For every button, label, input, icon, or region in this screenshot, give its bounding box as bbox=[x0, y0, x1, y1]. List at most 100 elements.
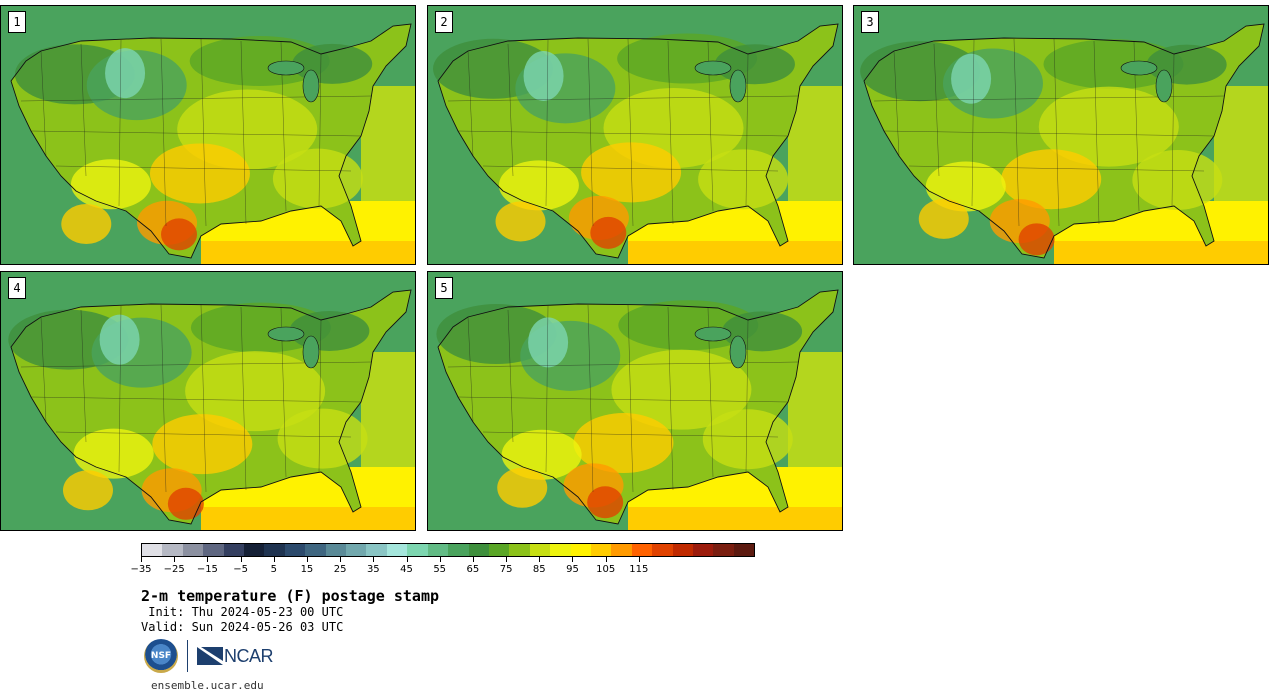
temperature-region bbox=[185, 351, 326, 432]
state-boundary bbox=[160, 38, 167, 227]
state-boundary bbox=[667, 40, 674, 225]
coastline bbox=[10, 23, 412, 259]
colorbar-tick bbox=[174, 557, 176, 562]
state-boundary bbox=[745, 53, 749, 207]
colorbar-swatch bbox=[509, 544, 530, 556]
state-boundary bbox=[1053, 38, 1060, 227]
temperature-map bbox=[428, 6, 842, 264]
state-boundary bbox=[587, 38, 594, 227]
colorbar-tick bbox=[340, 557, 342, 562]
great-lake bbox=[267, 60, 305, 76]
colorbar-tick bbox=[240, 557, 242, 562]
temperature-region bbox=[1038, 86, 1179, 167]
state-boundary bbox=[933, 43, 940, 177]
state-boundary bbox=[118, 39, 122, 207]
state-boundary bbox=[240, 306, 247, 491]
map-panel-1: 1 bbox=[0, 5, 416, 265]
colorbar-tick bbox=[638, 557, 640, 562]
state-boundary bbox=[507, 43, 514, 177]
temperature-region bbox=[62, 470, 113, 511]
colorbar-swatch bbox=[203, 544, 224, 556]
state-boundary bbox=[118, 305, 122, 473]
colorbar-tick-label: 65 bbox=[466, 564, 480, 575]
map-panel-2: 2 bbox=[427, 5, 843, 265]
logo-divider bbox=[187, 640, 188, 672]
colorbar-swatch bbox=[570, 544, 591, 556]
colorbar-swatch bbox=[611, 544, 632, 556]
great-lake bbox=[729, 335, 747, 369]
colorbar-tick-label: −15 bbox=[196, 564, 218, 575]
colorbar-swatch bbox=[264, 544, 285, 556]
site-url[interactable]: ensemble.ucar.edu bbox=[151, 679, 264, 692]
state-boundary bbox=[627, 304, 634, 493]
colorbar-swatch bbox=[448, 544, 469, 556]
colorbar-swatch bbox=[223, 544, 245, 556]
great-lake bbox=[694, 60, 732, 76]
ncar-logo: NCAR bbox=[224, 645, 274, 666]
map-panel-3: 3 bbox=[853, 5, 1269, 265]
colorbar-swatch bbox=[652, 544, 673, 556]
map-panel-5: 5 bbox=[427, 271, 843, 531]
colorbar-swatch bbox=[162, 544, 183, 556]
state-boundary bbox=[893, 50, 900, 157]
temperature-region bbox=[1132, 149, 1223, 210]
state-boundary bbox=[457, 130, 789, 137]
colorbar-swatch bbox=[733, 544, 755, 556]
colorbar-swatch bbox=[529, 544, 551, 556]
coastline bbox=[863, 23, 1265, 259]
state-boundary bbox=[240, 40, 247, 225]
temperature-region bbox=[167, 487, 204, 520]
great-lake bbox=[1155, 69, 1173, 103]
state-boundary bbox=[160, 304, 167, 493]
temperature-region bbox=[105, 48, 146, 99]
ncar-mark-icon bbox=[197, 647, 223, 665]
temperature-region bbox=[590, 216, 627, 249]
state-boundary bbox=[200, 304, 207, 493]
colorbar-swatch bbox=[713, 544, 734, 556]
temperature-region bbox=[581, 142, 682, 203]
state-boundary bbox=[318, 53, 322, 207]
state-boundary bbox=[587, 304, 594, 493]
state-boundary bbox=[80, 43, 87, 177]
panel-label: 1 bbox=[8, 11, 26, 33]
temperature-region bbox=[497, 467, 548, 508]
state-boundary bbox=[1171, 53, 1175, 207]
state-boundary bbox=[467, 50, 474, 157]
temperature-map bbox=[1, 6, 415, 264]
temperature-region bbox=[277, 408, 368, 469]
colorbar-tick-label: 55 bbox=[433, 564, 447, 575]
colorbar-tick bbox=[506, 557, 508, 562]
colorbar-tick-label: 115 bbox=[629, 564, 649, 575]
temperature-region bbox=[587, 486, 624, 519]
coastline bbox=[437, 289, 839, 525]
state-boundary bbox=[30, 130, 362, 137]
state-boundary bbox=[467, 316, 474, 423]
colorbar-tick-label: −35 bbox=[130, 564, 152, 575]
colorbar-tick-label: 95 bbox=[566, 564, 579, 575]
nsf-logo: NSF bbox=[144, 639, 178, 673]
temperature-map bbox=[854, 6, 1268, 264]
colorbar-tick bbox=[539, 557, 541, 562]
chart-title: 2-m temperature (F) postage stamp bbox=[141, 587, 440, 605]
great-lake bbox=[302, 69, 320, 103]
temperature-region bbox=[149, 143, 250, 204]
temperature-region bbox=[1001, 149, 1102, 210]
panel-label: 5 bbox=[435, 277, 453, 299]
colorbar-tick bbox=[439, 557, 441, 562]
colorbar-tick bbox=[273, 557, 275, 562]
state-boundary bbox=[80, 309, 87, 443]
temperature-region bbox=[1043, 39, 1184, 90]
colorbar-tick-label: −25 bbox=[163, 564, 185, 575]
gulf-hot-water bbox=[201, 241, 415, 264]
great-lake bbox=[729, 69, 747, 103]
panel-label: 3 bbox=[861, 11, 879, 33]
panel-label: 2 bbox=[435, 11, 453, 33]
colorbar-tick bbox=[605, 557, 607, 562]
colorbar-swatch bbox=[142, 544, 163, 556]
temperature-region bbox=[702, 409, 793, 470]
coastline bbox=[437, 23, 839, 259]
colorbar-swatch bbox=[346, 544, 367, 556]
colorbar-swatch bbox=[488, 544, 510, 556]
colorbar-swatch bbox=[672, 544, 693, 556]
colorbar-swatch bbox=[407, 544, 428, 556]
